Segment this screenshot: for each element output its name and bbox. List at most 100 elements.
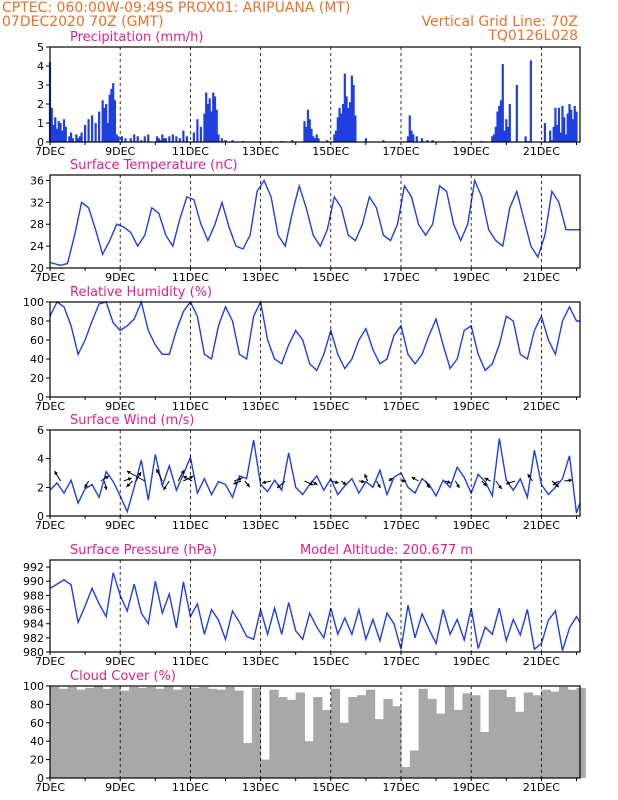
x-tick-label: 11DEC [172,519,209,532]
bar [161,134,164,142]
bar [333,134,336,142]
header-grid-line: Vertical Grid Line: 70Z [422,14,578,30]
bar [523,692,534,778]
bar [571,119,575,142]
header-date: 07DEC2020 70Z (GMT) [2,14,164,30]
bar [491,136,494,142]
bar [76,138,80,142]
bar [108,94,111,142]
x-tick-label: 21DEC [523,271,560,284]
x-tick-label: 17DEC [382,655,419,668]
bar [573,105,576,142]
panel-frame [49,559,581,653]
bar [213,96,217,142]
bar [550,691,560,778]
bar [117,136,120,142]
wind-arrowhead [552,481,557,485]
bar [529,60,532,142]
bar [71,138,74,142]
bar [313,697,323,778]
y-tick-label: 986 [23,604,44,617]
bar [506,126,510,142]
bar [203,113,206,142]
bar [185,136,188,142]
bar [492,134,496,142]
x-tick-label: 9DEC [105,145,135,158]
bar [462,693,472,778]
wind-arrowhead [364,474,368,478]
bar [524,136,527,142]
bar [54,117,57,142]
header-station: CPTEC: 060:00W-09:49S PROX01: ARIPUANA (… [2,0,350,16]
x-tick-label: 9DEC [105,781,135,794]
bar [69,132,73,142]
bar [515,711,525,778]
bar [178,138,181,142]
x-tick-label: 7DEC [35,519,65,532]
bar [322,709,332,778]
wind-arrowhead [455,484,460,488]
x-tick-label: 15DEC [312,400,349,413]
bar [217,134,220,142]
bar [210,111,213,142]
bar [563,117,566,142]
bar [354,115,357,142]
y-tick-label: 80 [30,698,44,711]
y-tick-label: 982 [23,632,44,645]
x-tick-label: 11DEC [172,655,209,668]
series-line [49,438,581,514]
wind-arrowhead [277,484,282,488]
wind-arrowhead [233,480,238,485]
panel-frame [49,685,581,779]
bar [343,73,346,142]
bar [427,698,437,778]
bar [550,140,554,142]
bar [171,134,174,142]
bar [336,117,339,142]
bar [304,741,314,778]
series-line [49,299,580,372]
bar [410,130,413,142]
panel-frame [49,301,581,398]
bar [494,126,497,142]
bar [364,138,367,142]
bar [568,104,571,142]
bar [479,732,490,778]
bar [128,686,139,778]
x-tick-label: 17DEC [382,145,419,158]
bar [506,697,516,778]
wind-arrowhead [334,480,339,485]
bar [503,130,506,142]
bar [306,109,310,142]
bar [341,104,345,142]
bar [68,136,71,142]
x-tick-label: 7DEC [35,271,65,284]
x-tick-label: 11DEC [172,781,209,794]
x-tick-label: 9DEC [105,519,135,532]
wind-arrowhead [498,485,502,489]
panel-4: Surface Pressure (hPa) Model Altitude: 20… [23,543,581,668]
bar [58,688,69,778]
series-line [49,572,581,651]
bar [64,126,67,142]
bar [159,140,162,142]
wind-arrowhead [506,481,511,485]
bar [317,138,320,142]
panel-title: Relative Humidity (%) [70,285,212,300]
y-tick-label: 4 [37,453,44,466]
bar [543,123,547,142]
bar [61,130,64,142]
y-tick-label: 3 [37,79,44,92]
bar [552,126,555,142]
panel-title: Surface Temperature (nC) [70,158,238,173]
bar [554,107,557,142]
bar [199,126,203,142]
bar [215,109,218,142]
bar [566,113,569,142]
x-tick-label: 21DEC [523,145,560,158]
bar [352,85,355,142]
bar [115,134,118,142]
wind-arrowhead [127,477,132,482]
y-tick-label: 100 [23,296,44,309]
